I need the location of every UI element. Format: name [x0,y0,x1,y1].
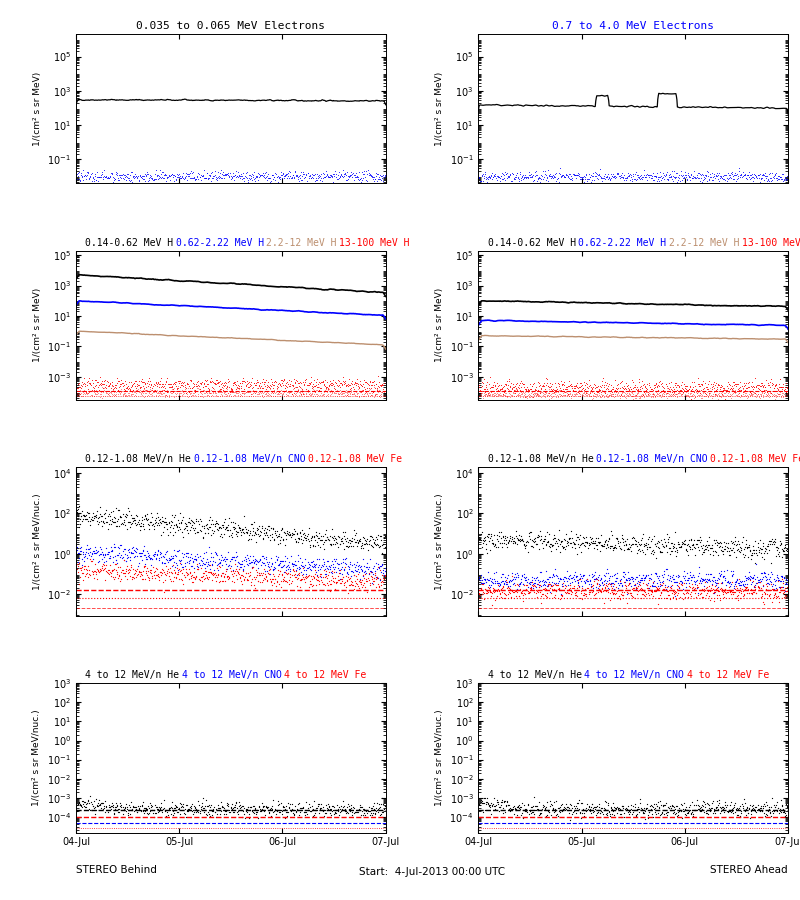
Y-axis label: 1/(cm² s sr MeV): 1/(cm² s sr MeV) [33,72,42,146]
Text: 13-100 MeV H: 13-100 MeV H [339,238,410,248]
Text: 0.12-1.08 MeV/n He: 0.12-1.08 MeV/n He [86,454,191,464]
Text: STEREO Ahead: STEREO Ahead [710,865,788,876]
Text: 0.12-1.08 MeV/n CNO: 0.12-1.08 MeV/n CNO [596,454,707,464]
Y-axis label: 1/(cm² s sr MeV): 1/(cm² s sr MeV) [435,72,444,146]
Text: 2.2-12 MeV H: 2.2-12 MeV H [266,238,337,248]
Y-axis label: 1/(cm² s sr MeV): 1/(cm² s sr MeV) [33,288,42,363]
Text: 0.62-2.22 MeV H: 0.62-2.22 MeV H [578,238,666,248]
Text: 0.12-1.08 MeV/n He: 0.12-1.08 MeV/n He [488,454,594,464]
Text: Start:  4-Jul-2013 00:00 UTC: Start: 4-Jul-2013 00:00 UTC [359,867,505,877]
Text: 0.14-0.62 MeV H: 0.14-0.62 MeV H [488,238,576,248]
Text: 2.2-12 MeV H: 2.2-12 MeV H [669,238,739,248]
Text: 0.7 to 4.0 MeV Electrons: 0.7 to 4.0 MeV Electrons [552,22,714,32]
Text: 4 to 12 MeV/n He: 4 to 12 MeV/n He [86,670,179,680]
Text: 0.12-1.08 MeV Fe: 0.12-1.08 MeV Fe [308,454,402,464]
Text: 0.14-0.62 MeV H: 0.14-0.62 MeV H [86,238,174,248]
Text: 4 to 12 MeV Fe: 4 to 12 MeV Fe [284,670,366,680]
Text: 4 to 12 MeV Fe: 4 to 12 MeV Fe [686,670,769,680]
Y-axis label: 1/(cm² s sr MeV/nuc.): 1/(cm² s sr MeV/nuc.) [33,493,42,590]
Text: 13-100 MeV H: 13-100 MeV H [742,238,800,248]
Text: 4 to 12 MeV/n He: 4 to 12 MeV/n He [488,670,582,680]
Text: 0.62-2.22 MeV H: 0.62-2.22 MeV H [176,238,264,248]
Y-axis label: 1/(cm² s sr MeV/nuc.): 1/(cm² s sr MeV/nuc.) [435,709,444,806]
Y-axis label: 1/(cm² s sr MeV): 1/(cm² s sr MeV) [435,288,444,363]
Text: 0.035 to 0.065 MeV Electrons: 0.035 to 0.065 MeV Electrons [136,22,326,32]
Y-axis label: 1/(cm² s sr MeV/nuc.): 1/(cm² s sr MeV/nuc.) [435,493,444,590]
Text: 0.12-1.08 MeV Fe: 0.12-1.08 MeV Fe [710,454,800,464]
Text: 0.12-1.08 MeV/n CNO: 0.12-1.08 MeV/n CNO [194,454,305,464]
Y-axis label: 1/(cm² s sr MeV/nuc.): 1/(cm² s sr MeV/nuc.) [32,709,42,806]
Text: 4 to 12 MeV/n CNO: 4 to 12 MeV/n CNO [182,670,282,680]
Text: 4 to 12 MeV/n CNO: 4 to 12 MeV/n CNO [584,670,684,680]
Text: STEREO Behind: STEREO Behind [76,865,157,876]
